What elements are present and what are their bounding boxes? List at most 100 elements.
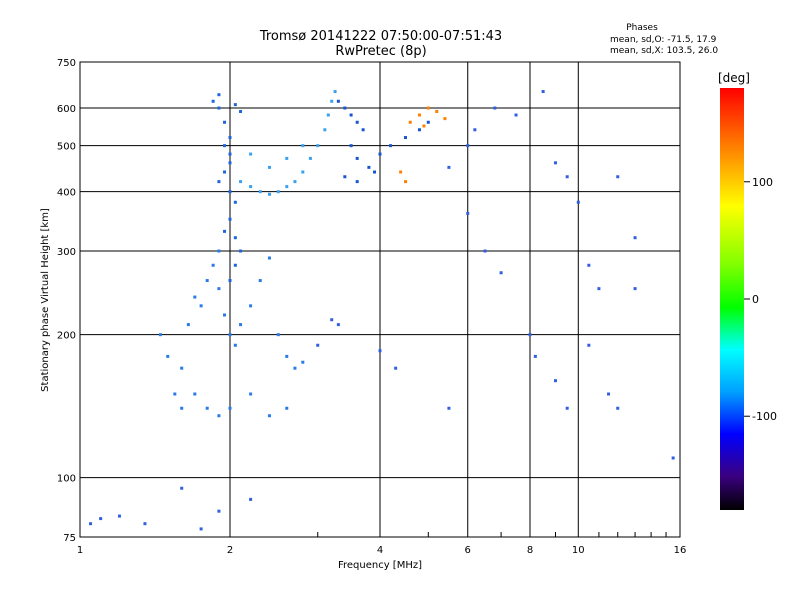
data-point [258,279,262,283]
data-point [217,509,221,513]
data-point [228,190,232,194]
data-point [217,287,221,291]
data-points [89,90,675,531]
data-point [447,406,451,410]
data-point [373,170,377,174]
data-point [447,165,451,169]
data-point [403,136,407,140]
data-point [466,211,470,215]
data-point [587,263,591,267]
chart-title: Tromsø 20141222 07:50:00-07:51:43 [259,29,502,44]
data-point [403,180,407,184]
data-point [316,144,320,148]
data-point [565,406,569,410]
data-point [330,318,334,322]
data-point [258,190,262,194]
data-point [553,379,557,383]
data-point [211,263,215,267]
data-point [239,323,243,327]
data-point [301,170,305,174]
data-point [228,279,232,283]
data-point [316,343,320,347]
x-axis-label: Frequency [MHz] [338,560,422,571]
data-point [473,128,477,132]
data-point [597,287,601,291]
data-point [355,120,359,124]
data-point [233,103,237,107]
data-point [228,217,232,221]
data-point [233,263,237,267]
data-point [587,343,591,347]
data-point [166,354,170,358]
data-point [143,522,147,526]
data-point [186,323,190,327]
y-tick-label: 100 [57,474,76,485]
data-point [239,180,243,184]
x-tick-label: 16 [674,545,687,556]
data-point [408,120,412,124]
data-point [267,256,271,260]
data-point [89,522,93,526]
data-point [378,152,382,156]
y-axis-label: Stationary phase Virtual Height [km] [40,208,51,392]
data-point [249,392,253,396]
data-point [367,165,371,169]
y-tick-label: 750 [57,58,76,69]
data-point [228,161,232,165]
data-point [223,120,227,124]
data-point [233,236,237,240]
data-point [267,414,271,418]
data-point [285,354,289,358]
data-point [343,106,347,110]
data-point [417,113,421,117]
data-point [349,144,353,148]
data-point [180,486,184,490]
data-point [355,180,359,184]
data-point [616,175,620,179]
data-point [671,456,675,460]
data-point [565,175,569,179]
data-point [228,406,232,410]
data-point [117,514,121,518]
data-point [333,90,337,94]
data-point [616,406,620,410]
data-point [607,392,611,396]
plot-frame [79,61,681,538]
data-point [426,120,430,124]
data-point [211,99,215,103]
data-point [633,287,637,291]
data-point [422,124,426,128]
data-point [466,144,470,148]
data-point [293,180,297,184]
data-point [217,414,221,418]
data-point [541,90,545,94]
y-tick-label: 400 [57,188,76,199]
data-point [193,295,197,299]
colorbar-label: [deg] [718,71,750,85]
data-point [361,128,365,132]
data-point [173,392,177,396]
data-point [233,343,237,347]
colorbar-tick-label: 0 [752,293,759,306]
data-point [493,106,497,110]
data-point [308,156,312,160]
data-point [293,366,297,370]
y-tick-label: 75 [63,533,76,544]
data-point [180,366,184,370]
data-point [239,109,243,113]
colorbar-tick-label: -100 [752,410,777,423]
data-point [239,249,243,253]
data-point [533,354,537,358]
data-point [180,406,184,410]
x-tick-label: 6 [465,545,471,556]
data-point [228,152,232,156]
x-tick-label: 2 [227,545,233,556]
y-tick-label: 600 [57,104,76,115]
y-tick-label: 500 [57,142,76,153]
data-point [301,144,305,148]
data-point [233,200,237,204]
data-point [301,360,305,364]
data-point [399,170,403,174]
